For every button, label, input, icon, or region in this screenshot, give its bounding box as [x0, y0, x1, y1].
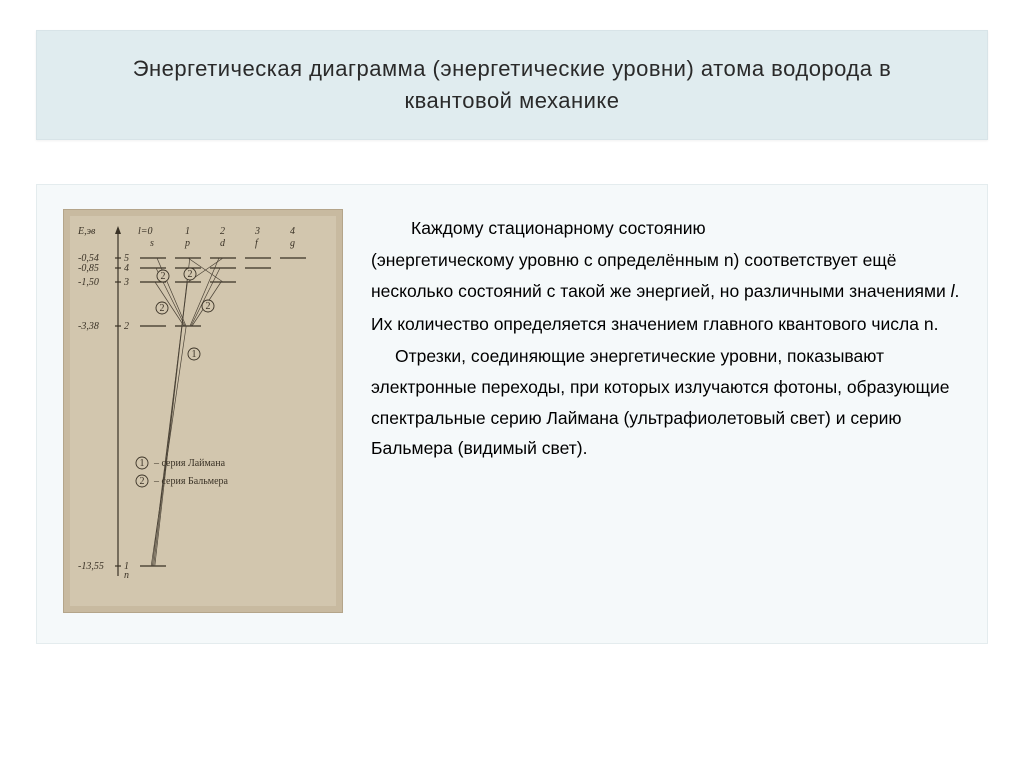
svg-text:2: 2 [220, 226, 225, 237]
svg-text:n: n [124, 570, 129, 581]
svg-text:2: 2 [140, 476, 145, 487]
svg-text:-0,85: -0,85 [78, 263, 99, 274]
description-text: Каждому стационарному состоянию (энергет… [371, 209, 961, 466]
svg-text:s: s [150, 238, 154, 249]
svg-text:2: 2 [161, 271, 166, 282]
svg-text:-3,38: -3,38 [78, 321, 99, 332]
svg-text:g: g [290, 238, 295, 249]
energy-diagram: E,эвl=01234spdfg-0,545-0,854-1,503-3,382… [70, 216, 336, 606]
svg-text:l=0: l=0 [138, 226, 153, 237]
svg-text:– серия Лаймана: – серия Лаймана [153, 458, 226, 469]
svg-text:3: 3 [254, 226, 260, 237]
svg-text:d: d [220, 238, 226, 249]
title-banner: Энергетическая диаграмма (энергетические… [36, 30, 988, 140]
svg-text:f: f [255, 238, 259, 249]
svg-text:4: 4 [290, 226, 295, 237]
svg-text:p: p [184, 238, 190, 249]
svg-text:1: 1 [185, 226, 190, 237]
para-1: Каждому стационарному состоянию [371, 213, 961, 244]
content-panel: E,эвl=01234spdfg-0,545-0,854-1,503-3,382… [36, 184, 988, 644]
svg-text:2: 2 [188, 269, 193, 280]
svg-text:-1,50: -1,50 [78, 277, 99, 288]
svg-text:3: 3 [123, 277, 129, 288]
para-4: Отрезки, соединяющие энергетические уров… [371, 341, 961, 464]
svg-text:– серия Бальмера: – серия Бальмера [153, 476, 229, 487]
svg-text:4: 4 [124, 263, 129, 274]
page-title: Энергетическая диаграмма (энергетические… [87, 53, 937, 117]
svg-text:2: 2 [206, 301, 211, 312]
svg-text:2: 2 [160, 303, 165, 314]
svg-text:1: 1 [192, 349, 197, 360]
para-2: (энергетическому уровню с определённым n… [371, 245, 961, 306]
svg-text:2: 2 [124, 321, 129, 332]
svg-text:E,эв: E,эв [77, 226, 96, 237]
svg-text:-13,55: -13,55 [78, 561, 104, 572]
svg-text:1: 1 [140, 458, 145, 469]
energy-diagram-frame: E,эвl=01234spdfg-0,545-0,854-1,503-3,382… [63, 209, 343, 613]
para-3: Их количество определяется значением гла… [371, 309, 961, 340]
